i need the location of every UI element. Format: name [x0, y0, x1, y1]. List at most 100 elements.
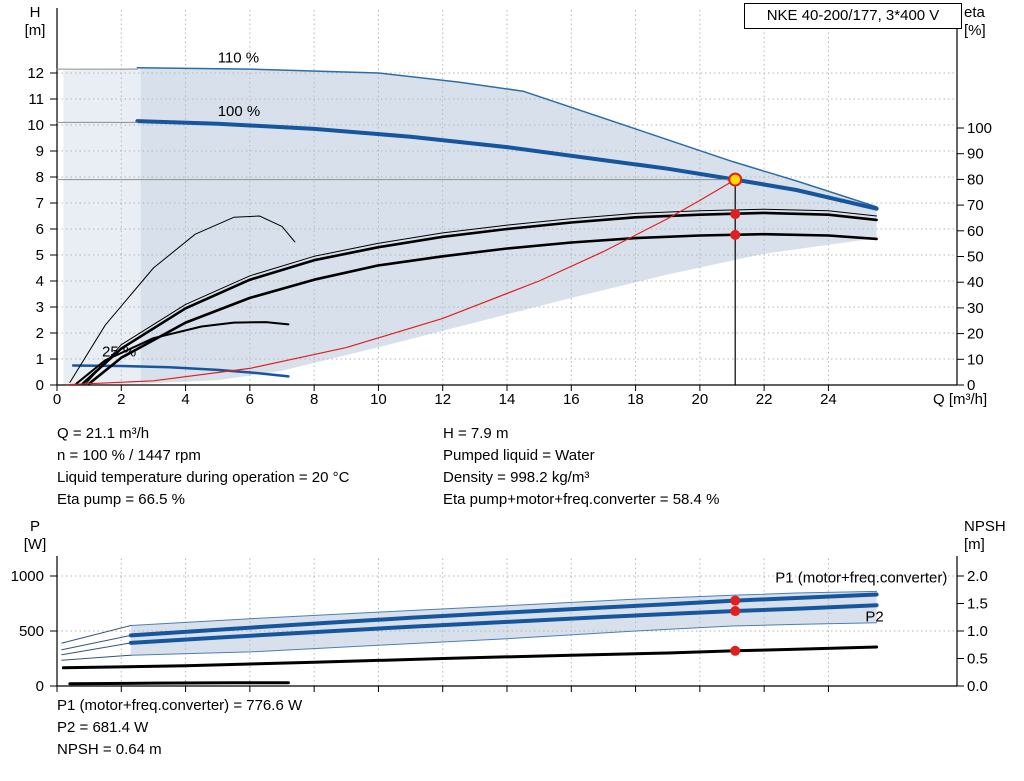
- svg-text:500: 500: [19, 623, 44, 640]
- power-npsh-chart: 0 500 1000 0.0 0.5 1.0 1.5 2.0 P1 (motor+freq.co…: [11, 556, 988, 695]
- svg-text:20: 20: [967, 326, 984, 343]
- svg-text:9: 9: [36, 143, 44, 160]
- power-tolerance-lower: [130, 622, 878, 656]
- eta-total-curve: [87, 232, 878, 386]
- duty-info-right: H = 7.9 m Pumped liquid = Water Density …: [443, 425, 719, 513]
- svg-text:20: 20: [692, 391, 709, 408]
- power-info-npsh: NPSH = 0.64 m: [57, 741, 162, 758]
- svg-text:0.5: 0.5: [967, 651, 988, 668]
- p-25-curve: [68, 681, 290, 686]
- svg-text:70: 70: [967, 197, 984, 214]
- duty-info-density: Density = 998.2 kg/m³: [443, 469, 590, 486]
- svg-text:1: 1: [36, 351, 44, 368]
- eta-axis-label: eta [%]: [964, 4, 1016, 40]
- svg-text:6: 6: [36, 221, 44, 238]
- svg-text:24: 24: [820, 391, 837, 408]
- svg-text:14: 14: [499, 391, 516, 408]
- svg-text:5: 5: [36, 247, 44, 264]
- p1-left-segment-2: [61, 634, 132, 651]
- svg-text:18: 18: [627, 391, 644, 408]
- npsh-axis-label: NPSH [m]: [964, 518, 1022, 554]
- svg-text:4: 4: [36, 273, 44, 290]
- duty-info-temperature: Liquid temperature during operation = 20…: [57, 469, 350, 486]
- svg-text:0: 0: [53, 391, 61, 408]
- h-axis-label: H [m]: [14, 4, 56, 40]
- speed-25-curve: [71, 364, 290, 378]
- p-axis-label-line1: P: [29, 518, 40, 535]
- curve-label: 100 %: [218, 103, 261, 120]
- svg-text:0: 0: [967, 377, 975, 394]
- q-axis-label: Q [m³/h]: [933, 391, 988, 408]
- svg-text:11: 11: [28, 91, 44, 108]
- svg-text:0: 0: [36, 377, 44, 394]
- svg-text:0: 0: [36, 678, 44, 695]
- curve-label: 25 %: [102, 343, 136, 360]
- eta-axis-label-line2: [%]: [964, 22, 986, 39]
- eta-small-arc: [75, 321, 290, 385]
- p2-curve: [128, 603, 879, 645]
- svg-text:40: 40: [967, 274, 984, 291]
- svg-text:10: 10: [370, 391, 387, 408]
- duty-info-speed: n = 100 % / 1447 rpm: [57, 447, 201, 464]
- p1-point: [730, 595, 741, 606]
- curve-label: P2: [865, 609, 883, 626]
- p2-left-segment: [61, 642, 132, 656]
- svg-text:16: 16: [563, 391, 580, 408]
- svg-text:2: 2: [117, 391, 125, 408]
- svg-text:8: 8: [310, 391, 318, 408]
- p1-curve: [128, 592, 879, 638]
- operating-envelope-light: [63, 67, 141, 386]
- eta-axis-label-line1: eta: [964, 4, 985, 21]
- p-axis-label-line2: [W]: [23, 536, 47, 553]
- svg-text:90: 90: [967, 146, 984, 163]
- pump-model-title: NKE 40-200/177, 3*400 V: [744, 3, 962, 29]
- svg-text:2.0: 2.0: [967, 568, 988, 585]
- p-axis-label: P [W]: [14, 518, 56, 554]
- curve-label: 110 %: [218, 50, 259, 67]
- duty-info-liquid: Pumped liquid = Water: [443, 447, 595, 464]
- svg-text:50: 50: [967, 249, 984, 266]
- duty-point: [728, 172, 743, 187]
- duty-info-eta-pump: Eta pump = 66.5 %: [57, 491, 185, 508]
- eta-pump-curve: [81, 211, 878, 386]
- svg-text:8: 8: [36, 169, 44, 186]
- h-axis-label-line2: [m]: [24, 22, 46, 39]
- p2-point: [730, 606, 741, 617]
- svg-text:12: 12: [27, 65, 44, 82]
- svg-text:80: 80: [967, 171, 984, 188]
- h-axis-label-line1: H: [29, 4, 41, 21]
- control-curve: [65, 179, 736, 386]
- duty-info-left: Q = 21.1 m³/h n = 100 % / 1447 rpm Liqui…: [57, 425, 349, 513]
- npsh-axis-label-line1: NPSH: [964, 518, 1006, 535]
- eta-reduced-speed-arc: [69, 215, 296, 383]
- eta-pump-tolerance: [85, 208, 878, 385]
- curve-label: P1 (motor+freq.converter): [775, 570, 947, 587]
- power-tolerance-upper: [130, 590, 878, 626]
- svg-text:10: 10: [967, 351, 984, 368]
- p1-left-segment: [61, 625, 132, 644]
- eta-pump-point: [730, 209, 741, 220]
- svg-text:12: 12: [434, 391, 451, 408]
- svg-text:30: 30: [967, 300, 984, 317]
- power-info-p1: P1 (motor+freq.converter) = 776.6 W: [57, 697, 303, 714]
- svg-text:22: 22: [756, 391, 773, 408]
- npsh-curve: [61, 645, 879, 670]
- duty-info-head: H = 7.9 m: [443, 425, 509, 442]
- svg-text:60: 60: [967, 223, 984, 240]
- svg-text:7: 7: [36, 195, 44, 212]
- eta-total-point: [730, 229, 741, 240]
- p2-left-segment-2: [61, 654, 132, 661]
- svg-text:1.0: 1.0: [967, 623, 988, 640]
- svg-text:2: 2: [36, 325, 44, 342]
- speed-110-curve: [136, 67, 878, 208]
- svg-text:100: 100: [967, 120, 992, 137]
- svg-text:4: 4: [181, 391, 189, 408]
- svg-text:0.0: 0.0: [967, 678, 988, 695]
- duty-info-eta-total: Eta pump+motor+freq.converter = 58.4 %: [443, 491, 720, 508]
- svg-text:3: 3: [36, 299, 44, 316]
- speed-100-curve: [135, 119, 879, 211]
- power-info: P1 (motor+freq.converter) = 776.6 W P2 =…: [57, 697, 302, 763]
- svg-text:1000: 1000: [11, 568, 44, 585]
- svg-text:10: 10: [27, 117, 44, 134]
